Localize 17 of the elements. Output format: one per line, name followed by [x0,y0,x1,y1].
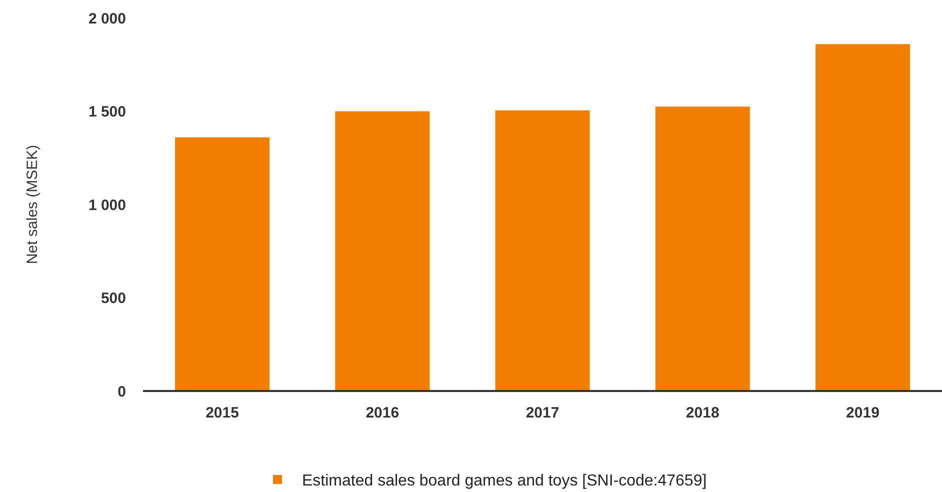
y-axis-title: Net sales (MSEK) [24,144,41,264]
y-tick-label: 1 500 [88,104,126,120]
bar [175,137,270,391]
x-tick-label: 2017 [526,404,560,422]
y-tick-label: 1 000 [88,196,126,214]
x-tick-label: 2015 [206,404,239,422]
bar [495,110,590,391]
x-tick-label: 2019 [846,404,880,422]
y-tick-label: 500 [100,290,126,307]
legend-label: Estimated sales board games and toys [SNI-code:47659] [302,472,707,490]
bar [816,44,910,391]
bar [655,106,750,391]
x-tick-label: 2016 [366,404,400,422]
y-tick-label: 0 [118,383,126,400]
bar [335,111,430,391]
y-tick-label: 2 000 [88,10,126,28]
x-tick-label: 2018 [686,404,720,422]
